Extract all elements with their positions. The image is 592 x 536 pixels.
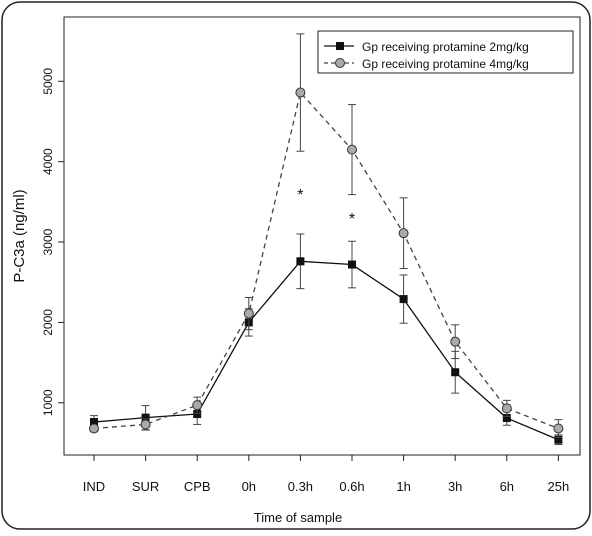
data-point [398,228,409,239]
data-point [501,403,512,414]
data-point [243,308,254,319]
x-tick-label: 25h [548,479,570,494]
data-point [140,419,151,430]
data-point [451,368,460,377]
series-line [93,260,559,441]
series-2 [89,33,564,438]
legend: Gp receiving protamine 2mg/kg Gp receivi… [317,30,574,74]
y-tick-label: 1000 [41,389,55,416]
data-point [553,423,564,434]
data-point [399,295,408,304]
x-tick-label: 6h [500,479,514,494]
significance-marker: * [297,187,303,204]
data-point [296,257,305,266]
x-tick-label: 0h [242,479,256,494]
y-tick-label: 3000 [41,228,55,255]
significance-marker: * [349,211,355,228]
series-line [93,91,559,430]
data-point [348,260,356,269]
legend-label-series-2: Gp receiving protamine 4mg/kg [362,57,529,71]
x-axis-label: Time of sample [254,510,342,525]
data-point [192,400,203,411]
legend-marker-circle [335,58,345,68]
x-tick-label: SUR [132,479,159,494]
legend-box [317,30,574,74]
data-point [502,414,511,423]
series-layer [89,33,564,446]
x-tick-label: CPB [184,479,211,494]
data-point [450,336,461,347]
annotation-layer: ** [297,187,355,228]
x-tick-label: 0.3h [288,479,313,494]
x-tick-label: 3h [448,479,462,494]
data-point [141,413,150,422]
x-tick-label: 1h [396,479,410,494]
data-point [347,144,357,155]
x-tick-label: IND [83,479,105,494]
data-point [89,423,99,434]
y-tick-label: 4000 [41,148,55,175]
x-tick-label: 0.6h [339,479,364,494]
y-axis: 1000 2000 3000 4000 5000 [41,68,64,416]
data-point [90,418,98,427]
plot-area [63,16,581,456]
data-point [193,410,202,419]
x-axis: IND SUR CPB 0h 0.3h 0.6h 1h 3h 6h 25h [83,455,569,494]
y-tick-label: 2000 [41,309,55,336]
legend-label-series-1: Gp receiving protamine 2mg/kg [362,40,529,54]
y-axis-label: P-C3a (ng/ml) [11,189,28,282]
series-1 [90,233,563,446]
y-tick-label: 5000 [41,68,55,95]
legend-marker-square [336,42,344,50]
data-point [554,435,563,444]
data-point [295,87,306,98]
